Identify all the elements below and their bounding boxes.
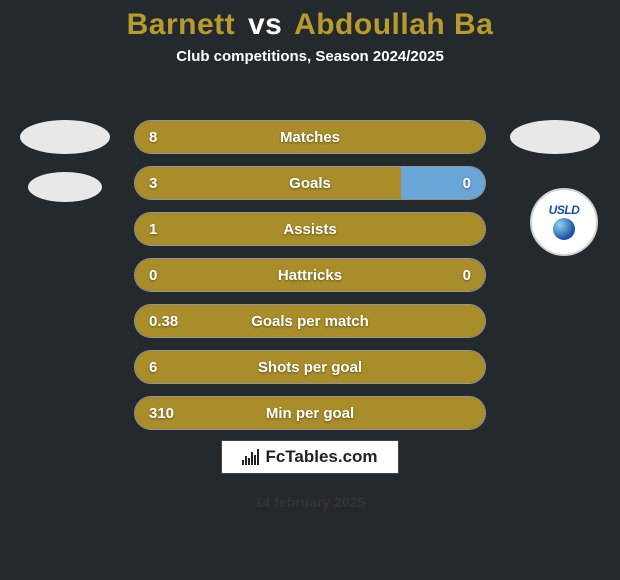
subtitle: Club competitions, Season 2024/2025 (0, 48, 620, 65)
stat-value-right: 0 (449, 259, 485, 291)
stats-bars: 8Matches30Goals1Assists00Hattricks0.38Go… (134, 120, 486, 442)
brand-icon (242, 449, 259, 465)
crest-ball-icon (553, 218, 575, 240)
stat-row: 6Shots per goal (134, 350, 486, 384)
footer-date: 14 february 2025 (255, 494, 366, 510)
stat-value-left: 1 (135, 213, 171, 245)
stat-value-left: 8 (135, 121, 171, 153)
player2-badge-placeholder-1 (510, 120, 600, 154)
stat-row: 00Hattricks (134, 258, 486, 292)
player2-club-crest: USLD (530, 188, 598, 256)
crest-text: USLD (549, 204, 580, 216)
comparison-infographic: Barnett vs Abdoullah Ba Club competition… (0, 0, 620, 580)
page-title: Barnett vs Abdoullah Ba (0, 0, 620, 42)
player1-name: Barnett (127, 8, 236, 41)
stat-value-left: 6 (135, 351, 171, 383)
stat-value-right: 0 (449, 167, 485, 199)
brand-logo: FcTables.com (221, 440, 398, 474)
stat-row: 310Min per goal (134, 396, 486, 430)
stat-value-left: 0.38 (135, 305, 192, 337)
title-vs: vs (248, 8, 282, 41)
stat-value-left: 0 (135, 259, 171, 291)
stat-value-left: 310 (135, 397, 188, 429)
brand-text: FcTables.com (265, 447, 377, 467)
stat-row: 30Goals (134, 166, 486, 200)
stat-value-left: 3 (135, 167, 171, 199)
player1-badge-placeholder-2 (28, 172, 102, 202)
footer: FcTables.com 14 february 2025 (0, 440, 620, 510)
stat-row: 8Matches (134, 120, 486, 154)
crest-graphic: USLD (537, 195, 591, 249)
stat-row: 0.38Goals per match (134, 304, 486, 338)
player1-badge-placeholder-1 (20, 120, 110, 154)
player2-name: Abdoullah Ba (294, 8, 493, 41)
stat-row: 1Assists (134, 212, 486, 246)
